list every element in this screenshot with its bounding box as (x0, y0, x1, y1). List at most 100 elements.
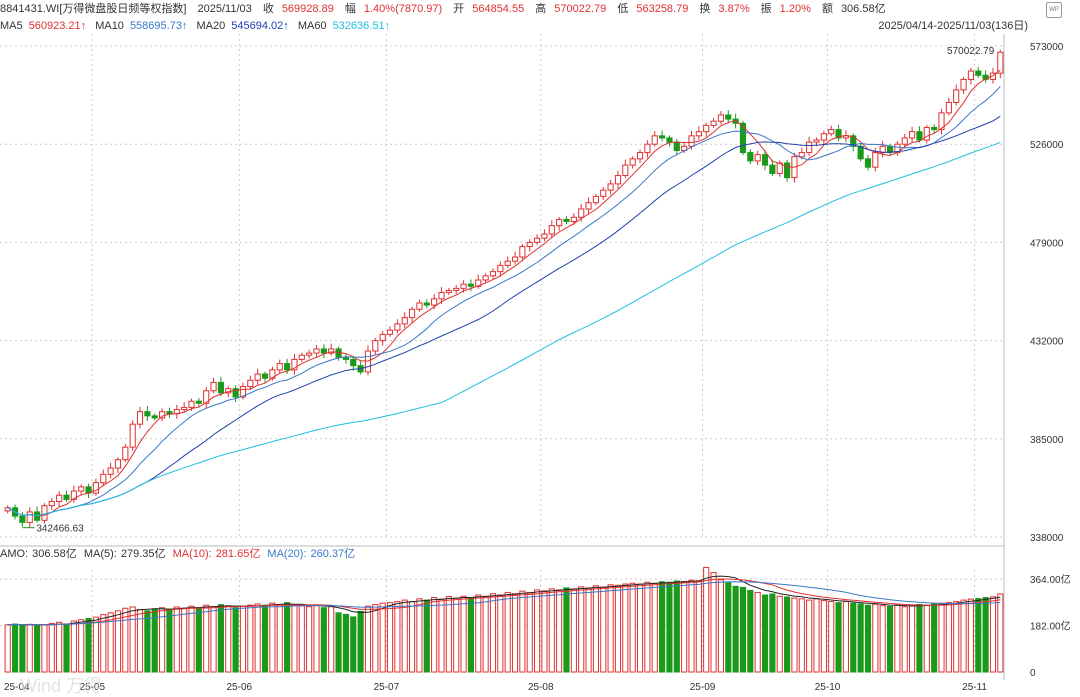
candle-body (114, 459, 122, 469)
volume-bar (681, 580, 688, 673)
candle-body (144, 411, 151, 417)
volume-bar (769, 593, 776, 673)
volume-bar (26, 623, 33, 673)
vol-ma5-label: MA(5): (83, 548, 117, 560)
candle-body (989, 72, 997, 80)
candle-body (217, 381, 224, 394)
volume-bar (188, 605, 195, 673)
volume-bar (394, 601, 401, 673)
volume-bar (320, 607, 327, 673)
volume-bar (931, 603, 938, 673)
volume-bar (313, 604, 320, 673)
candle-body (122, 446, 129, 461)
volume-bar (460, 595, 467, 673)
high-label: 高 (535, 3, 547, 15)
volume-bar (710, 572, 717, 673)
candle-body (78, 486, 85, 492)
volume-ma5-line (7, 575, 1001, 626)
candle-body (423, 302, 430, 306)
volume-bar (967, 598, 974, 673)
volume-bar (592, 585, 599, 673)
candle-body (467, 283, 474, 287)
volume-bar (901, 606, 908, 673)
volume-bar (695, 580, 702, 673)
volume-bar (754, 591, 761, 673)
volume-bar (725, 582, 732, 673)
candle-body (717, 114, 724, 122)
vol-ma10-value: 281.65亿 (215, 548, 261, 560)
candle-body (806, 141, 813, 154)
ma10-label: MA10 (95, 20, 124, 32)
amount-value: 306.58亿 (840, 3, 886, 15)
volume-bar (835, 602, 842, 673)
ma60-line (7, 142, 1001, 517)
volume-bar (511, 593, 519, 673)
volume-bar (556, 589, 563, 673)
volume-bar (350, 616, 357, 673)
candle-body (953, 89, 960, 103)
high-value: 570022.79 (554, 3, 607, 15)
candle-body (56, 494, 63, 502)
volume-bar (107, 612, 114, 673)
volume-bar (894, 604, 901, 673)
volume-tick-label: 182.00亿 (1030, 620, 1071, 633)
candle-body (820, 133, 827, 141)
volume-bar (570, 588, 577, 673)
volume-bar (703, 566, 710, 673)
candle-body (563, 218, 570, 223)
volume-bar (261, 604, 269, 673)
candle-body (548, 225, 555, 235)
candle-body (872, 152, 879, 168)
volume-bar (600, 586, 607, 673)
volume-bar (416, 598, 423, 673)
candle-body (497, 264, 504, 273)
amo-label: AMO: (0, 548, 29, 560)
candle-body (975, 70, 982, 76)
candle-body (482, 275, 489, 281)
volume-bar (364, 605, 372, 673)
volume-bar (886, 605, 894, 673)
x-tick-label: 25-09 (690, 682, 716, 693)
candle-body (306, 352, 313, 356)
volume-bar (475, 594, 482, 673)
volume-ma10-line (7, 578, 1001, 626)
candle-body (585, 202, 592, 210)
settings-icon[interactable]: WP (1046, 2, 1062, 18)
candle-body (350, 358, 357, 367)
price-tick-label: 385000 (1030, 435, 1064, 446)
volume-bar (975, 598, 982, 673)
candle-body (320, 348, 327, 354)
candle-body (489, 271, 497, 277)
volume-bar (269, 602, 276, 673)
volume-bar (276, 604, 283, 673)
quote-header: 8841431.WI[万得微盘股日频等权指数] 2025/11/03 收 5699… (0, 0, 1040, 18)
volume-bar (438, 598, 445, 673)
volume-bar (445, 596, 452, 673)
candle-body (923, 126, 930, 141)
vol-ma20-value: 260.37亿 (310, 548, 356, 560)
volume-bar (114, 610, 122, 673)
volume-bar (945, 602, 952, 673)
volume-bar (195, 607, 202, 673)
candle-body (313, 348, 320, 354)
candle-body (159, 411, 166, 419)
x-tick-label: 25-10 (815, 682, 841, 693)
candle-body (100, 473, 107, 484)
candle-body (188, 400, 195, 408)
candle-body (784, 162, 791, 179)
candle-body (629, 158, 636, 166)
vol-ma5-value: 279.35亿 (120, 548, 166, 560)
candle-body (592, 195, 599, 204)
volume-bar (34, 625, 41, 673)
candle-body (276, 363, 283, 371)
volume-bar (504, 591, 511, 673)
candle-body (379, 333, 386, 342)
volume-bar (85, 617, 92, 673)
volume-bar (70, 620, 77, 673)
candle-body (386, 329, 394, 335)
volume-bar (585, 587, 592, 673)
volume-bar (739, 586, 747, 673)
volume-bar (673, 580, 680, 673)
ma10-value: 558695.73↑ (129, 20, 188, 32)
